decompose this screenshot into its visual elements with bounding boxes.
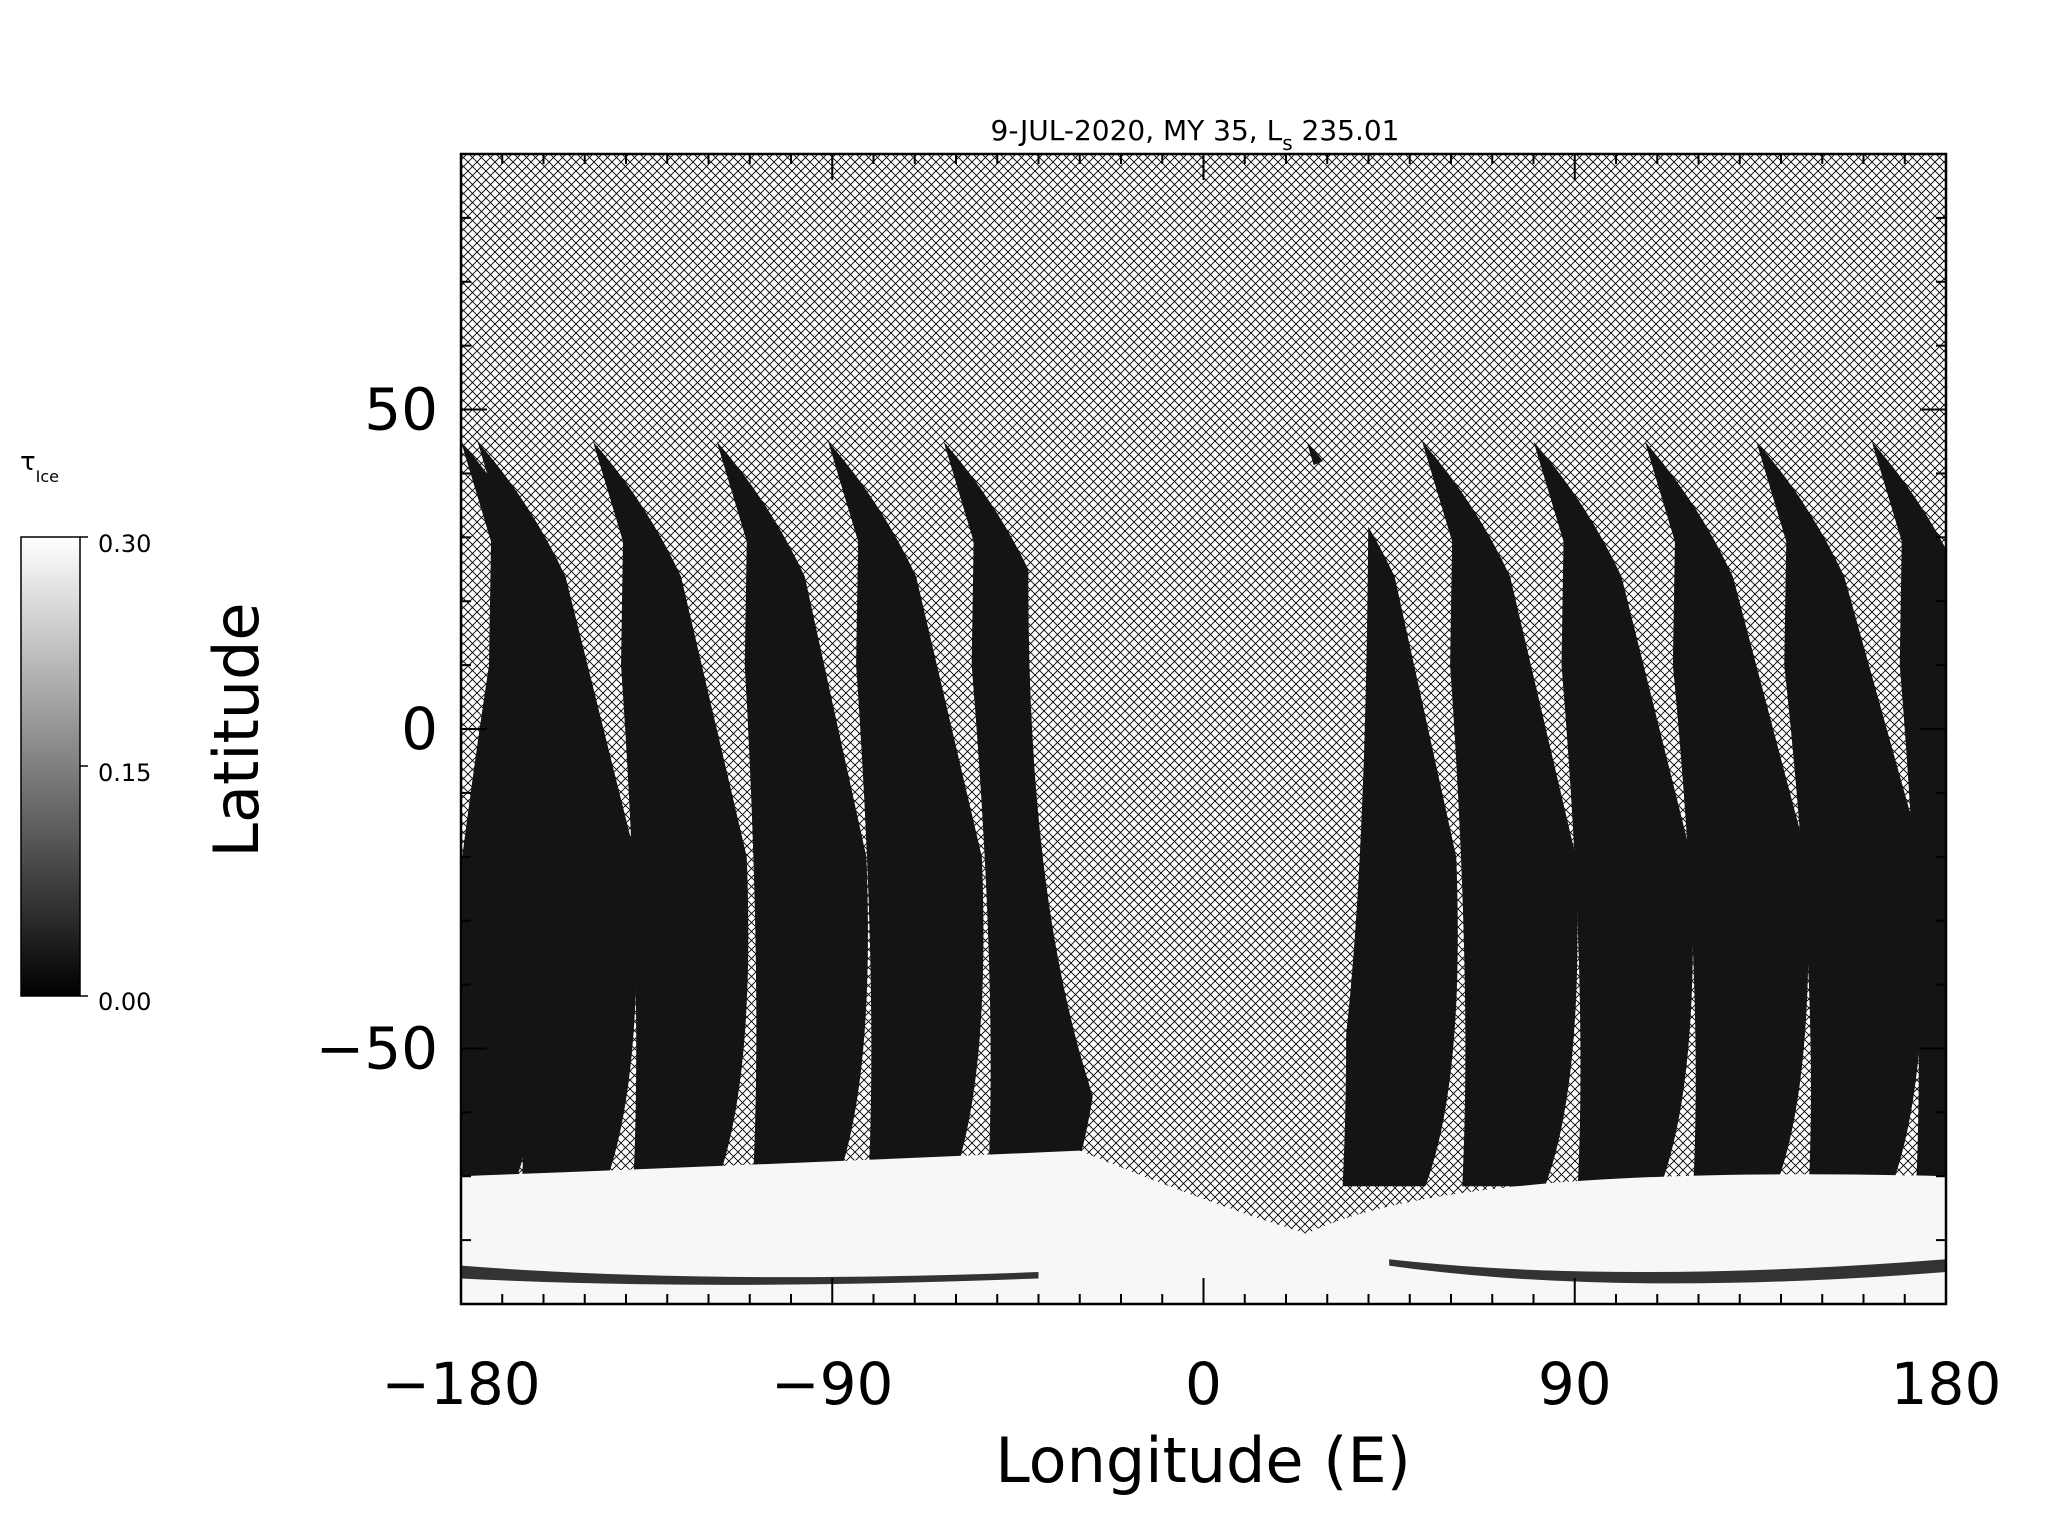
y-tick-label: 0 [401, 695, 438, 763]
colorbar-tick-label: 0.30 [98, 530, 151, 558]
swath-track [1756, 441, 1924, 1187]
polar-cap-region [461, 1150, 1946, 1304]
swath-track [1871, 441, 1946, 1187]
chart-title: 9-JUL-2020, MY 35, Ls 235.01 [991, 114, 1400, 155]
y-tick-labels: −50 0 50 [316, 376, 438, 1083]
swath-track [943, 441, 1104, 1187]
swath-track [1533, 441, 1693, 1187]
x-tick-label: 0 [1185, 1350, 1222, 1418]
swath-track [593, 441, 749, 1187]
x-axis-label: Longitude (E) [995, 1424, 1411, 1497]
swath-track [716, 441, 868, 1187]
x-tick-label: −180 [381, 1350, 540, 1418]
swath-layer [461, 441, 1946, 1228]
plot-area [461, 154, 1946, 1304]
swath-track [1422, 441, 1578, 1187]
y-tick-label: −50 [316, 1014, 438, 1082]
x-tick-label: 90 [1538, 1350, 1612, 1418]
colorbar-label: τIce [20, 447, 59, 486]
swath-track [828, 441, 984, 1187]
swath-track [1644, 441, 1809, 1187]
colorbar-gradient [20, 536, 81, 997]
colorbar-tick-label: 0.00 [98, 988, 151, 1016]
colorbar: τIce 0.30 0.15 0.00 [20, 447, 151, 1016]
x-tick-label: 180 [1891, 1350, 2002, 1418]
y-axis-label: Latitude [200, 602, 273, 857]
no-data-gap [1028, 441, 1369, 1228]
y-tick-label: 50 [364, 376, 438, 444]
swath-track [477, 441, 637, 1187]
x-tick-labels: −180 −90 0 90 180 [381, 1350, 2001, 1418]
tick-marks [460, 153, 1947, 1305]
x-tick-label: −90 [771, 1350, 893, 1418]
colorbar-tick-label: 0.15 [98, 759, 151, 787]
